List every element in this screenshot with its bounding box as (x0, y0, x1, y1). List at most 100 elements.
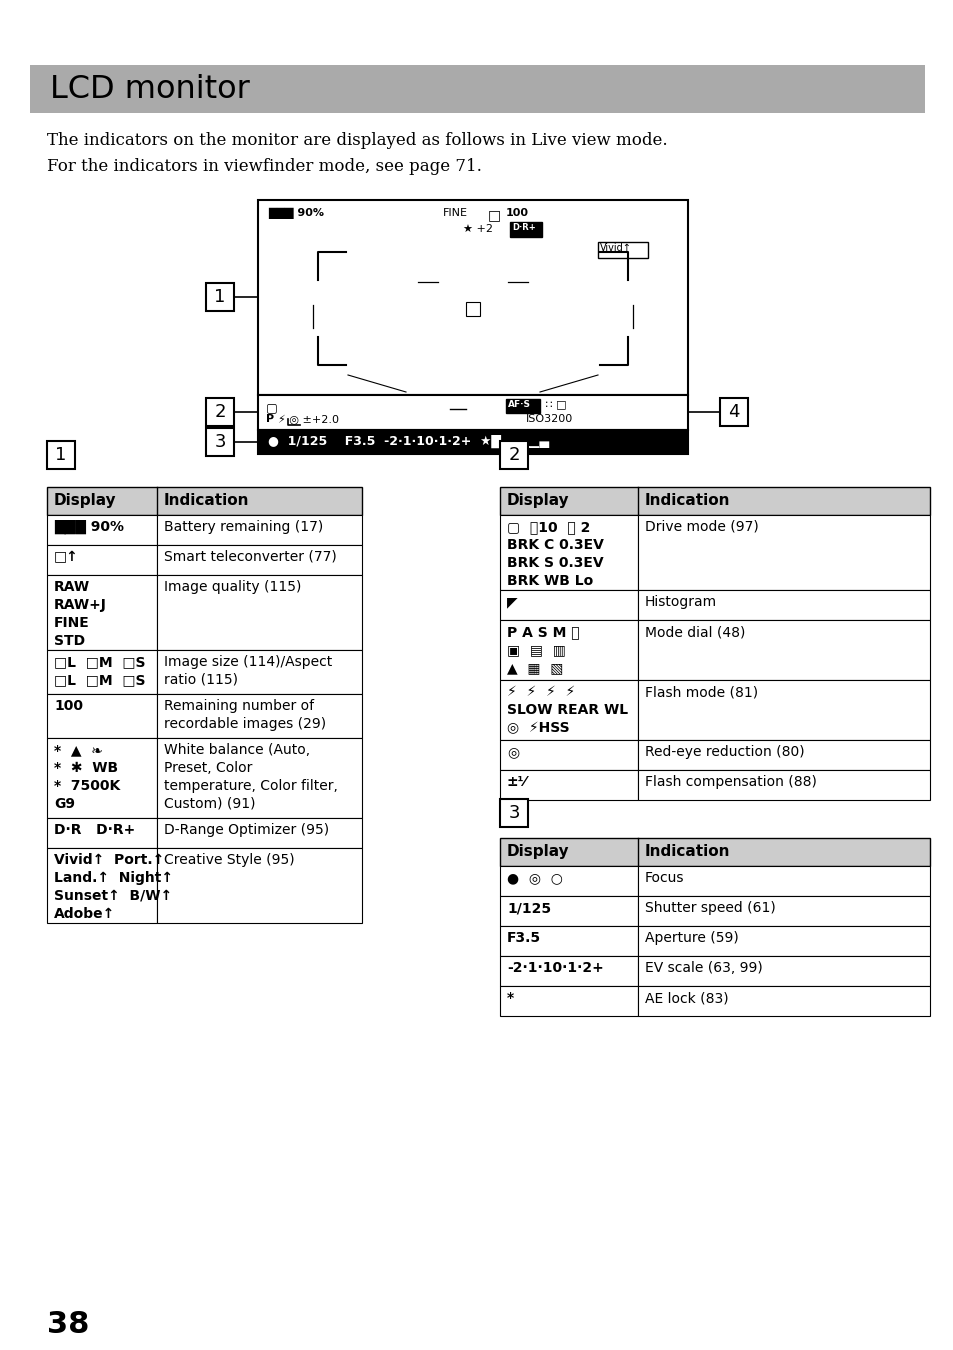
Text: Drive mode (97): Drive mode (97) (644, 520, 758, 535)
Text: Image quality (115): Image quality (115) (164, 580, 301, 594)
Bar (257, 431, 687, 454)
Bar (465, 302, 479, 316)
Text: 1: 1 (214, 288, 226, 306)
Text: Indication: Indication (164, 493, 250, 508)
Text: 1/125: 1/125 (506, 900, 551, 915)
Text: Shutter speed (61): Shutter speed (61) (644, 900, 775, 915)
Text: P A S M ⎘
▣  ▤  ▥
▲  ▦  ▧: P A S M ⎘ ▣ ▤ ▥ ▲ ▦ ▧ (506, 625, 579, 675)
Text: D·R+: D·R+ (512, 223, 536, 232)
Text: ∷ □: ∷ □ (541, 400, 566, 409)
Bar (157, 818, 361, 848)
Bar (499, 487, 929, 514)
Text: Display: Display (54, 493, 116, 508)
Text: *  ▲  ❧
*  ✱  WB
*  7500K
G9: * ▲ ❧ * ✱ WB * 7500K G9 (54, 743, 120, 810)
Bar (499, 865, 638, 896)
Bar (499, 740, 638, 770)
Bar (499, 956, 638, 986)
Bar (638, 680, 929, 740)
Text: ◤: ◤ (506, 595, 517, 609)
Bar (47, 818, 157, 848)
Text: ●  1/125    F3.5  -2·1·10·1·2+  ★█▄▃▁▁▄: ● 1/125 F3.5 -2·1·10·1·2+ ★█▄▃▁▁▄ (268, 435, 549, 448)
Text: 100: 100 (505, 208, 529, 217)
Text: Focus: Focus (644, 871, 684, 886)
Text: Display: Display (506, 844, 569, 859)
Bar (510, 221, 541, 238)
Text: Creative Style (95): Creative Style (95) (164, 853, 294, 867)
Bar (157, 649, 361, 694)
Bar (638, 896, 929, 926)
Bar (47, 545, 157, 575)
Text: □: □ (488, 208, 500, 221)
Text: ███ 90%: ███ 90% (54, 520, 124, 535)
Bar (499, 590, 638, 620)
Bar (499, 680, 638, 740)
Text: ISO3200: ISO3200 (525, 414, 573, 424)
Bar (157, 738, 361, 818)
Text: 3: 3 (214, 433, 226, 451)
Text: Remaining number of
recordable images (29): Remaining number of recordable images (2… (164, 699, 326, 730)
Bar (257, 200, 687, 396)
Text: D-Range Optimizer (95): D-Range Optimizer (95) (164, 824, 329, 837)
Bar (499, 799, 527, 828)
Text: P: P (266, 414, 274, 424)
Bar (47, 575, 157, 649)
Text: ⚡ ◎ ±+2.0: ⚡ ◎ ±+2.0 (277, 414, 338, 424)
Text: ▢  ⌛10  ⌛ 2
BRK C 0.3EV
BRK S 0.3EV
BRK WB Lo: ▢ ⌛10 ⌛ 2 BRK C 0.3EV BRK S 0.3EV BRK WB… (506, 520, 603, 587)
Bar (638, 926, 929, 956)
Text: Aperture (59): Aperture (59) (644, 931, 738, 945)
Text: 1: 1 (55, 446, 67, 464)
Bar (499, 620, 638, 680)
Bar (638, 740, 929, 770)
Bar (157, 545, 361, 575)
Text: AE lock (83): AE lock (83) (644, 991, 728, 1004)
Text: ◎: ◎ (506, 745, 518, 759)
Text: Vivid↑  Port.↑
Land.↑  Night↑
Sunset↑  B/W↑
Adobe↑: Vivid↑ Port.↑ Land.↑ Night↑ Sunset↑ B/W↑… (54, 853, 172, 921)
Bar (499, 838, 929, 865)
Text: F3.5: F3.5 (506, 931, 540, 945)
Text: FINE: FINE (442, 208, 468, 217)
Text: ⚡  ⚡  ⚡  ⚡
SLOW REAR WL
◎  ⚡HSS: ⚡ ⚡ ⚡ ⚡ SLOW REAR WL ◎ ⚡HSS (506, 684, 627, 734)
Text: 38: 38 (47, 1310, 90, 1339)
Bar (47, 514, 157, 545)
Text: RAW
RAW+J
FINE
STD: RAW RAW+J FINE STD (54, 580, 107, 648)
Bar (206, 398, 233, 427)
Text: LCD monitor: LCD monitor (50, 73, 250, 104)
Text: *: * (506, 991, 514, 1004)
Text: ███ 90%: ███ 90% (268, 208, 324, 219)
Bar (499, 896, 638, 926)
Text: White balance (Auto,
Preset, Color
temperature, Color filter,
Custom) (91): White balance (Auto, Preset, Color tempe… (164, 743, 337, 810)
Text: For the indicators in viewfinder mode, see page 71.: For the indicators in viewfinder mode, s… (47, 158, 481, 176)
Text: ▢: ▢ (266, 401, 277, 414)
Bar (157, 848, 361, 923)
Bar (206, 284, 233, 310)
Text: ±⅟: ±⅟ (506, 775, 527, 788)
Bar (638, 986, 929, 1017)
Text: Histogram: Histogram (644, 595, 717, 609)
Bar (598, 242, 647, 258)
Bar (30, 65, 924, 113)
Bar (505, 400, 539, 413)
Text: Battery remaining (17): Battery remaining (17) (164, 520, 323, 535)
Text: Indication: Indication (644, 844, 730, 859)
Bar (638, 769, 929, 801)
Bar (47, 694, 157, 738)
Text: Smart teleconverter (77): Smart teleconverter (77) (164, 549, 336, 564)
Bar (47, 848, 157, 923)
Bar (638, 514, 929, 590)
Bar (720, 398, 747, 427)
Text: □L  □M  □S
□L  □M  □S: □L □M □S □L □M □S (54, 655, 146, 687)
Text: AF·S: AF·S (507, 400, 531, 409)
Text: Flash compensation (88): Flash compensation (88) (644, 775, 816, 788)
Bar (638, 865, 929, 896)
Text: 2: 2 (214, 404, 226, 421)
Text: Image size (114)/Aspect
ratio (115): Image size (114)/Aspect ratio (115) (164, 655, 332, 687)
Bar (499, 514, 638, 590)
Text: □↑: □↑ (54, 549, 79, 564)
Text: EV scale (63, 99): EV scale (63, 99) (644, 961, 762, 975)
Text: Red-eye reduction (80): Red-eye reduction (80) (644, 745, 803, 759)
Text: 2: 2 (508, 446, 519, 464)
Bar (157, 694, 361, 738)
Bar (638, 590, 929, 620)
Bar (499, 769, 638, 801)
Bar (638, 956, 929, 986)
